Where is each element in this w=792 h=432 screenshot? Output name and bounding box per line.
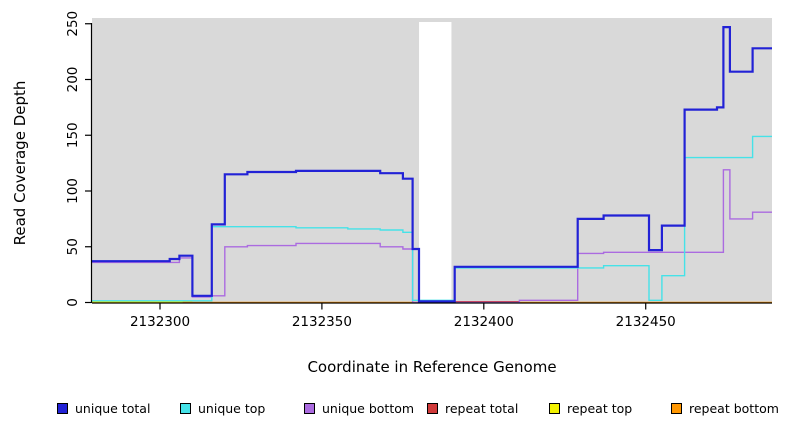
- y-tick-label: 150: [65, 122, 81, 148]
- legend-item-unique-top: unique top: [180, 399, 265, 417]
- legend-item-repeat-total: repeat total: [427, 399, 518, 417]
- tick-marks-layer: [85, 23, 647, 310]
- unique-total-swatch-icon: [57, 402, 68, 414]
- y-tick-label: 0: [65, 298, 81, 307]
- legend-label: repeat top: [567, 400, 633, 416]
- y-tick-label: 250: [65, 11, 81, 37]
- legend-label: unique bottom: [322, 400, 415, 416]
- y-axis-title: Read Coverage Depth: [11, 81, 29, 246]
- legend-item-unique-total: unique total: [57, 399, 150, 417]
- y-tick-labels: 0 50 100 150 200 250: [65, 11, 81, 307]
- legend-label: repeat bottom: [689, 400, 779, 416]
- x-axis-title: Coordinate in Reference Genome: [307, 358, 556, 376]
- legend-item-unique-bottom: unique bottom: [304, 399, 414, 417]
- axes: [85, 23, 772, 310]
- y-tick-label: 200: [65, 67, 81, 93]
- masked-region-band: [419, 22, 452, 303]
- y-tick-label: 50: [65, 238, 81, 255]
- legend-item-repeat-top: repeat top: [549, 399, 632, 417]
- series-line-unique-total: [92, 26, 772, 303]
- unique-bottom-swatch-icon: [304, 402, 315, 414]
- plot-background-layer: [92, 18, 772, 303]
- x-tick-labels: 2132300 2132350 2132400 2132450: [130, 314, 676, 330]
- legend-label: unique total: [75, 400, 151, 416]
- legend-item-repeat-bottom: repeat bottom: [671, 399, 779, 417]
- legend-label: repeat total: [445, 400, 519, 416]
- legend: unique total unique top unique bottom re…: [0, 399, 792, 421]
- coverage-plot: 2132300 2132350 2132400 2132450 0 50 100…: [11, 11, 772, 376]
- x-tick-label: 2132450: [616, 314, 676, 330]
- unique-top-swatch-icon: [180, 402, 191, 414]
- repeat-bottom-swatch-icon: [671, 402, 682, 414]
- legend-label: unique top: [198, 400, 266, 416]
- repeat-total-swatch-icon: [427, 402, 438, 414]
- x-tick-label: 2132400: [454, 314, 514, 330]
- x-tick-label: 2132300: [130, 314, 190, 330]
- x-tick-label: 2132350: [292, 314, 352, 330]
- y-tick-label: 100: [65, 178, 81, 204]
- repeat-top-swatch-icon: [549, 402, 560, 414]
